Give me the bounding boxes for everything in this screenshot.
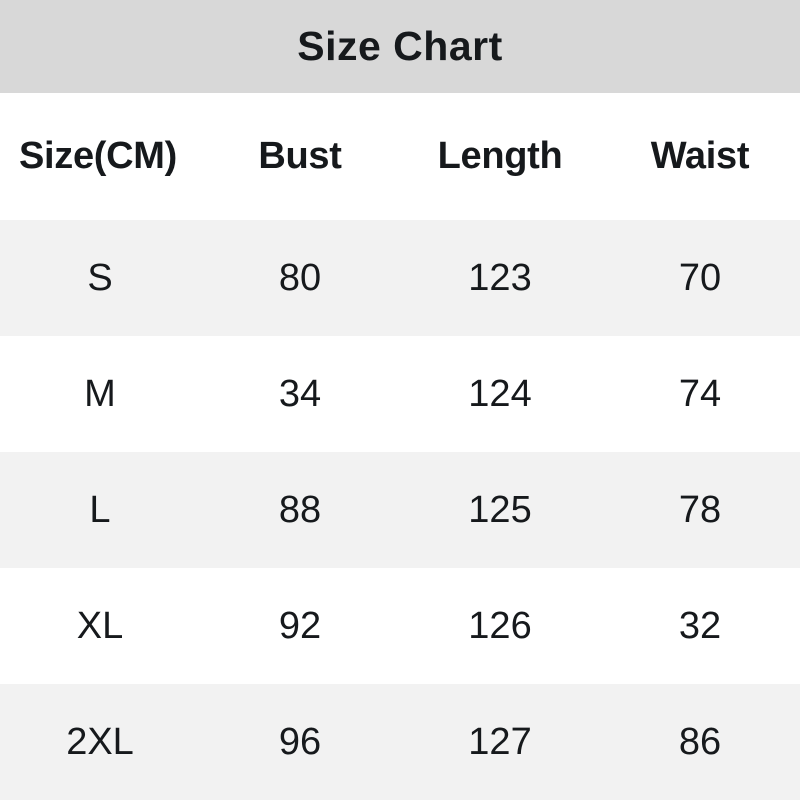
column-header-size: Size(CM) [18, 135, 178, 177]
table-row: 2XL 96 127 86 [0, 684, 800, 800]
cell-bust: 92 [278, 604, 322, 647]
cell-waist: 74 [678, 372, 722, 415]
cell-bust: 80 [278, 256, 322, 299]
column-header-waist: Waist [650, 135, 750, 177]
cell-size: M [84, 372, 116, 415]
column-header-bust: Bust [258, 135, 342, 177]
table-row: M 34 124 74 [0, 336, 800, 452]
cell-length: 124 [468, 372, 532, 415]
cell-waist: 78 [678, 488, 722, 531]
cell-size: L [89, 488, 111, 531]
cell-bust: 34 [278, 372, 322, 415]
cell-bust: 88 [278, 488, 322, 531]
cell-size: XL [76, 604, 124, 647]
table-row: L 88 125 78 [0, 452, 800, 568]
title-band: Size Chart [0, 0, 800, 93]
cell-length: 125 [468, 488, 532, 531]
page-title: Size Chart [297, 23, 503, 69]
size-table: Size(CM) Bust Length Waist S 80 123 70 M… [0, 93, 800, 800]
cell-length: 126 [468, 604, 532, 647]
column-header-length: Length [437, 135, 563, 177]
cell-size: 2XL [66, 720, 134, 763]
cell-bust: 96 [278, 720, 322, 763]
cell-waist: 32 [678, 604, 722, 647]
table-row: S 80 123 70 [0, 220, 800, 336]
cell-length: 123 [468, 256, 532, 299]
cell-length: 127 [468, 720, 532, 763]
table-header-row: Size(CM) Bust Length Waist [0, 93, 800, 220]
cell-waist: 86 [678, 720, 722, 763]
table-row: XL 92 126 32 [0, 568, 800, 684]
cell-waist: 70 [678, 256, 722, 299]
cell-size: S [87, 256, 113, 299]
